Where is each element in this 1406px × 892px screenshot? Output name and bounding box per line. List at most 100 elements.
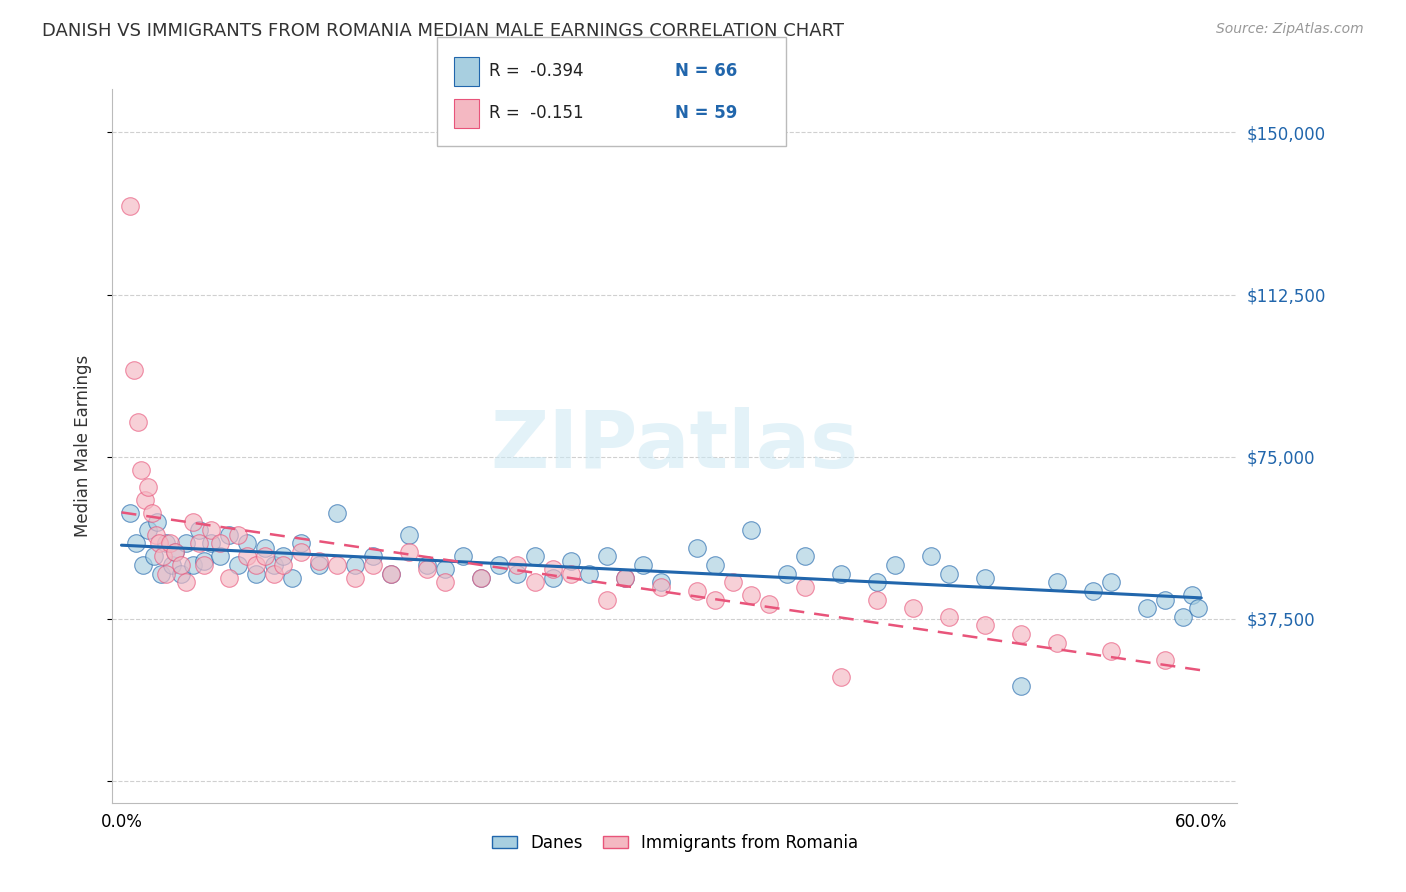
Point <box>903 601 925 615</box>
Point <box>122 363 145 377</box>
Point <box>150 566 173 581</box>
Point <box>614 571 637 585</box>
Point <box>129 463 152 477</box>
Point <box>884 558 907 572</box>
Point <box>776 566 799 581</box>
Point <box>470 571 492 585</box>
Y-axis label: Median Male Earnings: Median Male Earnings <box>73 355 91 537</box>
Point <box>686 541 709 555</box>
Point <box>1083 583 1105 598</box>
Point <box>254 541 277 555</box>
Point <box>416 562 439 576</box>
Point <box>159 536 181 550</box>
Point <box>1046 636 1069 650</box>
Point <box>120 199 142 213</box>
Point <box>1187 601 1209 615</box>
Point <box>138 480 160 494</box>
Point <box>183 515 205 529</box>
Point <box>506 558 529 572</box>
Point <box>524 575 547 590</box>
Point <box>263 566 285 581</box>
Point <box>596 549 619 564</box>
Point <box>209 549 232 564</box>
Point <box>281 571 304 585</box>
Text: Source: ZipAtlas.com: Source: ZipAtlas.com <box>1216 22 1364 37</box>
Point <box>1099 644 1122 658</box>
Point <box>326 558 349 572</box>
Point <box>614 571 637 585</box>
Point <box>488 558 510 572</box>
Point <box>142 549 165 564</box>
Point <box>308 558 330 572</box>
Point <box>363 549 385 564</box>
Point <box>138 524 160 538</box>
Point <box>1181 588 1204 602</box>
Point <box>308 553 330 567</box>
Point <box>1099 575 1122 590</box>
Point <box>633 558 655 572</box>
Point <box>132 558 155 572</box>
Text: R =  -0.151: R = -0.151 <box>489 104 583 122</box>
Point <box>398 545 420 559</box>
Point <box>174 536 197 550</box>
Point <box>363 558 385 572</box>
Point <box>254 549 277 564</box>
Point <box>290 545 312 559</box>
Point <box>245 566 267 581</box>
Point <box>200 536 222 550</box>
Point <box>596 592 619 607</box>
Point <box>650 575 672 590</box>
Point <box>434 562 457 576</box>
Point <box>974 571 997 585</box>
Point <box>686 583 709 598</box>
Point <box>145 527 167 541</box>
Point <box>1173 610 1195 624</box>
Point <box>938 610 960 624</box>
Point <box>1010 679 1032 693</box>
Point <box>1046 575 1069 590</box>
Point <box>148 536 170 550</box>
Point <box>560 553 582 567</box>
Point <box>398 527 420 541</box>
Point <box>380 566 402 581</box>
Point <box>344 558 367 572</box>
Point <box>218 527 240 541</box>
Point <box>920 549 942 564</box>
Point <box>165 545 187 559</box>
Point <box>740 588 762 602</box>
Point <box>200 524 222 538</box>
Point <box>723 575 745 590</box>
Point <box>187 524 209 538</box>
Point <box>228 527 250 541</box>
Point <box>228 558 250 572</box>
Point <box>794 580 817 594</box>
Point <box>344 571 367 585</box>
Point <box>794 549 817 564</box>
Point <box>236 536 259 550</box>
Point <box>160 558 183 572</box>
Point <box>1010 627 1032 641</box>
Point <box>236 549 259 564</box>
Point <box>380 566 402 581</box>
Point <box>650 580 672 594</box>
Point <box>146 515 169 529</box>
Text: R =  -0.394: R = -0.394 <box>489 62 583 80</box>
Point <box>830 566 852 581</box>
Point <box>326 506 349 520</box>
Point <box>704 592 727 607</box>
Point <box>290 536 312 550</box>
Point <box>1154 592 1177 607</box>
Point <box>938 566 960 581</box>
Point <box>193 558 215 572</box>
Point <box>543 562 565 576</box>
Point <box>453 549 475 564</box>
Point <box>866 592 889 607</box>
Point <box>273 558 295 572</box>
Text: N = 59: N = 59 <box>675 104 737 122</box>
Text: DANISH VS IMMIGRANTS FROM ROMANIA MEDIAN MALE EARNINGS CORRELATION CHART: DANISH VS IMMIGRANTS FROM ROMANIA MEDIAN… <box>42 22 844 40</box>
Point <box>578 566 600 581</box>
Point <box>560 566 582 581</box>
Point <box>1154 653 1177 667</box>
Point <box>170 566 193 581</box>
Point <box>165 545 187 559</box>
